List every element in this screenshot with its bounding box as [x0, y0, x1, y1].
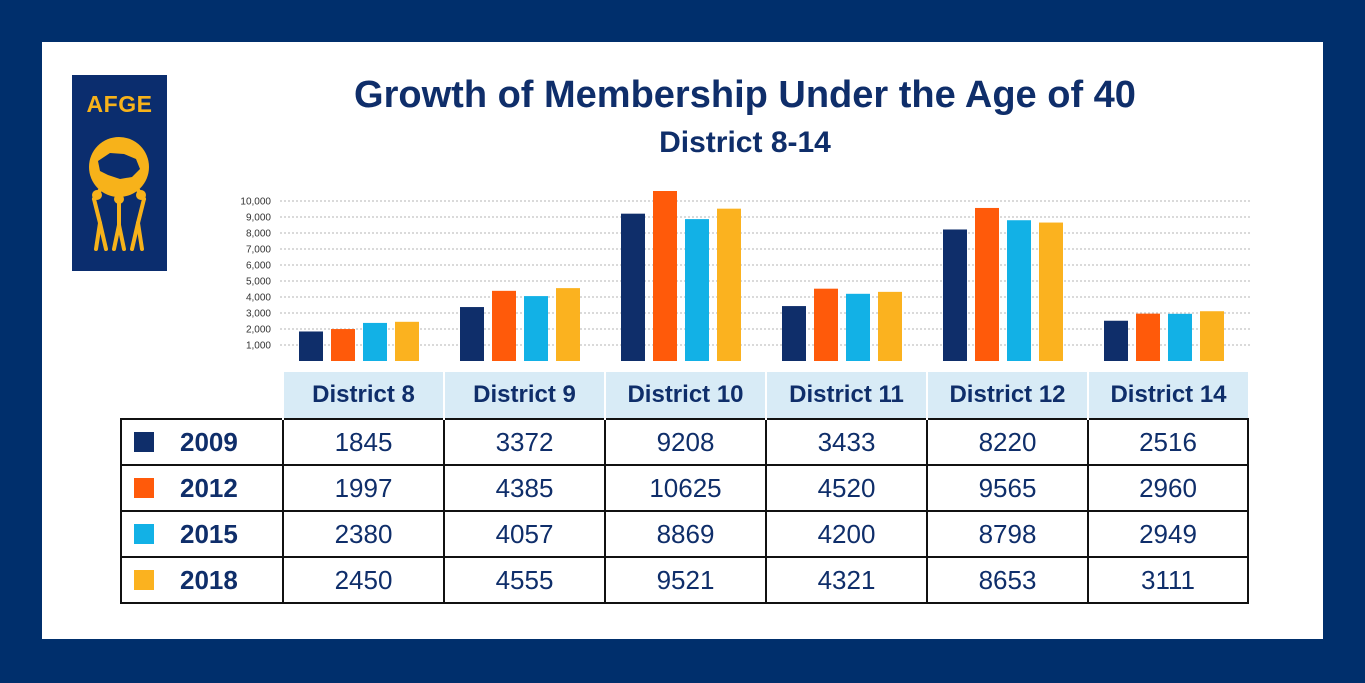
data-label: 4321 — [765, 556, 928, 604]
bar-2015-district-11 — [846, 293, 870, 361]
y-tick-label: 5,000 — [246, 277, 271, 288]
y-tick-label: 9,000 — [246, 213, 271, 224]
data-label: 4520 — [765, 464, 928, 512]
data-label: 4057 — [443, 510, 606, 558]
bar-2012-district-12 — [975, 207, 999, 361]
bar-2018-district-9 — [556, 288, 580, 361]
category-label: District 11 — [765, 372, 927, 419]
bar-2018-district-12 — [1039, 222, 1063, 361]
bar-2009-district-11 — [782, 306, 806, 361]
legend-swatch — [134, 524, 154, 544]
legend-swatch — [134, 570, 154, 590]
y-tick-label: 6,000 — [246, 261, 271, 272]
y-tick-label: 2,000 — [246, 325, 271, 336]
series-name: 2009 — [180, 426, 238, 457]
bar-2015-district-9 — [524, 296, 548, 361]
data-label: 3433 — [765, 418, 928, 466]
legend-swatch — [134, 432, 154, 452]
data-label: 9521 — [604, 556, 767, 604]
bar-2009-district-8 — [299, 331, 323, 361]
globe-people-icon — [89, 137, 149, 251]
data-label: 3372 — [443, 418, 606, 466]
data-label: 4385 — [443, 464, 606, 512]
category-label: District 10 — [604, 372, 766, 419]
afge-logo: AFGE — [72, 75, 167, 271]
legend-entry: 2015 — [120, 510, 284, 558]
data-label: 1997 — [282, 464, 445, 512]
y-tick-label: 8,000 — [246, 229, 271, 240]
data-label: 2949 — [1087, 510, 1249, 558]
bar-2009-district-10 — [621, 213, 645, 361]
bar-2015-district-14 — [1168, 313, 1192, 361]
legend-entry: 2018 — [120, 556, 284, 604]
y-tick-label: 1,000 — [246, 341, 271, 352]
bar-2009-district-12 — [943, 229, 967, 361]
table-row: 2009 1845 3372 9208 3433 8220 2516 — [120, 418, 1249, 466]
table-row: 2015 2380 4057 8869 4200 8798 2949 — [120, 510, 1249, 558]
legend-entry: 2009 — [120, 418, 284, 466]
series-name: 2018 — [180, 564, 238, 595]
table-corner — [121, 372, 283, 419]
bar-2009-district-14 — [1104, 320, 1128, 361]
chart-title: Growth of Membership Under the Age of 40 — [354, 74, 1136, 116]
category-label: District 9 — [443, 372, 605, 419]
logo-text: AFGE — [86, 91, 153, 117]
data-label: 8220 — [926, 418, 1089, 466]
data-label: 8869 — [604, 510, 767, 558]
data-table: District 8 District 9 District 10 District … — [120, 372, 1249, 604]
table-row: 2018 2450 4555 9521 4321 8653 3111 — [120, 556, 1249, 604]
bar-2012-district-8 — [331, 329, 355, 361]
series-name: 2015 — [180, 518, 238, 549]
bar-2015-district-12 — [1007, 220, 1031, 361]
bar-2018-district-10 — [717, 208, 741, 361]
table-row: 2012 1997 4385 10625 4520 9565 2960 — [120, 464, 1249, 512]
category-label: District 14 — [1087, 372, 1248, 419]
legend-entry: 2012 — [120, 464, 284, 512]
data-label: 4200 — [765, 510, 928, 558]
data-label: 2380 — [282, 510, 445, 558]
legend-swatch — [134, 478, 154, 498]
bar-2018-district-8 — [395, 321, 419, 361]
bar-2009-district-9 — [460, 307, 484, 361]
category-label: District 8 — [282, 372, 444, 419]
bar-2018-district-11 — [878, 291, 902, 361]
data-label: 8798 — [926, 510, 1089, 558]
series-name: 2012 — [180, 472, 238, 503]
y-tick-label: 3,000 — [246, 309, 271, 320]
bar-2012-district-10 — [653, 191, 677, 361]
data-label: 9208 — [604, 418, 767, 466]
chart-subtitle: District 8-14 — [659, 126, 831, 159]
data-label: 8653 — [926, 556, 1089, 604]
y-tick-label: 4,000 — [246, 293, 271, 304]
category-label: District 12 — [926, 372, 1088, 419]
data-label: 2450 — [282, 556, 445, 604]
bar-2012-district-11 — [814, 288, 838, 361]
data-label: 2516 — [1087, 418, 1249, 466]
bar-2012-district-14 — [1136, 313, 1160, 361]
bar-2015-district-10 — [685, 219, 709, 361]
bar-2012-district-9 — [492, 290, 516, 361]
bar-2018-district-14 — [1200, 311, 1224, 361]
bar-2015-district-8 — [363, 322, 387, 361]
data-label: 3111 — [1087, 556, 1249, 604]
data-label: 1845 — [282, 418, 445, 466]
data-label: 4555 — [443, 556, 606, 604]
y-tick-label: 10,000 — [240, 197, 271, 208]
data-label: 9565 — [926, 464, 1089, 512]
data-label: 10625 — [604, 464, 767, 512]
data-label: 2960 — [1087, 464, 1249, 512]
y-tick-label: 7,000 — [246, 245, 271, 256]
